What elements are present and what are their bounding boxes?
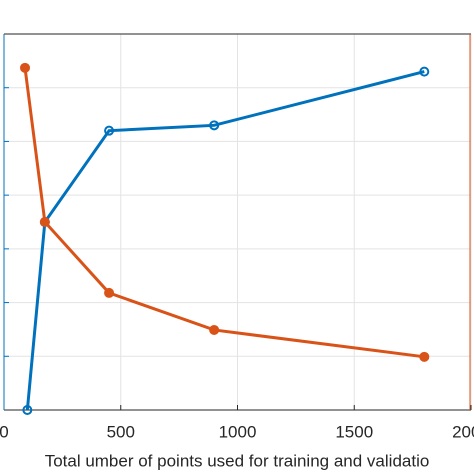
x-tick-label: 500: [107, 422, 135, 441]
data-point: [22, 405, 33, 415]
x-tick-label: 1500: [335, 422, 373, 441]
series-line: [25, 70, 425, 411]
x-tick-label: 0: [0, 422, 9, 441]
data-point: [419, 351, 430, 362]
data-point: [419, 66, 430, 77]
data-point: [20, 62, 31, 73]
x-tick-label: 2000: [452, 422, 474, 441]
data-point: [104, 125, 115, 136]
x-tick-label: 1000: [219, 422, 257, 441]
data-point: [39, 217, 50, 227]
data-point: [209, 324, 220, 335]
data-point: [209, 120, 220, 131]
data-point: [104, 287, 115, 298]
x-axis-label: Total umber of points used for training …: [45, 451, 430, 470]
